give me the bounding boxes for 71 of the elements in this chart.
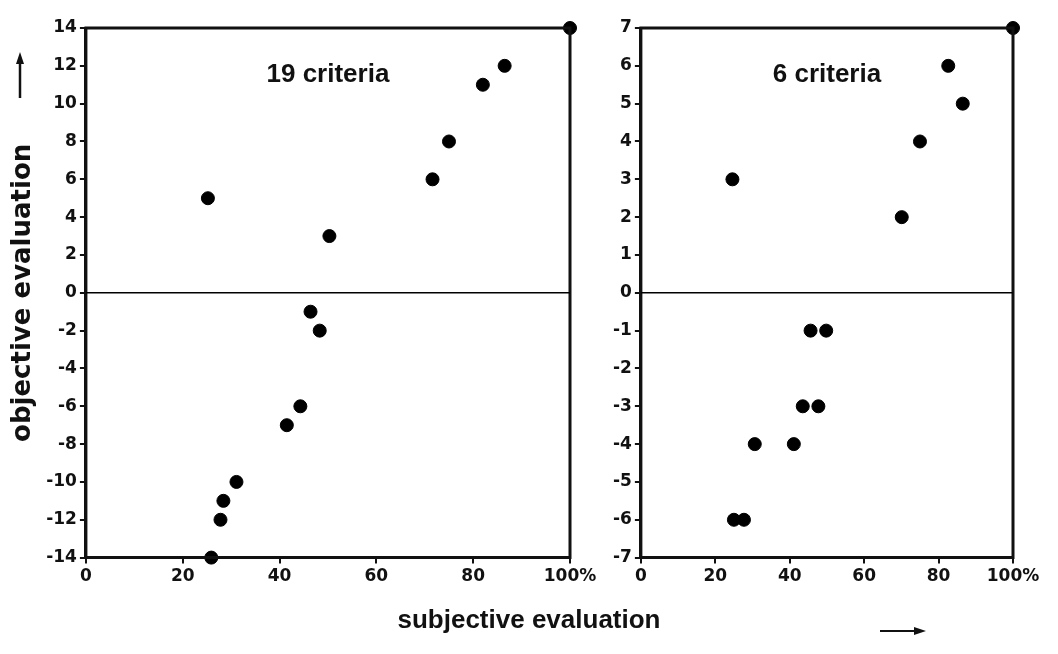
point: [303, 304, 318, 319]
y-tick-label: -4: [612, 432, 633, 453]
point: [200, 191, 215, 206]
y-tick-label: 6: [620, 54, 632, 75]
x-tick-label: 20: [703, 565, 728, 586]
y-tick-label: 3: [620, 167, 632, 188]
y-tick-label: 5: [620, 92, 632, 113]
x-tick-label: 80: [461, 565, 486, 586]
y-tick-label: -6: [58, 394, 77, 415]
point: [213, 512, 228, 527]
y-tick-label: -12: [46, 508, 77, 529]
point: [279, 418, 294, 433]
point: [725, 172, 740, 187]
point: [819, 323, 834, 338]
y-axis-title: objective evaluation: [6, 143, 37, 442]
x-tick-label: 0: [79, 565, 92, 586]
y-tick-label: -8: [58, 432, 77, 453]
y-tick-label: -3: [612, 394, 632, 415]
point: [441, 134, 456, 149]
y-tick-label: 14: [53, 16, 78, 37]
y-tick-label: -1: [612, 319, 632, 340]
point: [229, 474, 244, 489]
point: [786, 437, 801, 452]
y-tick-label: -10: [46, 470, 78, 491]
y-tick-label: 4: [620, 129, 633, 150]
y-tick-label: -14: [46, 546, 78, 567]
point: [216, 493, 231, 508]
x-tick-label: 0: [634, 565, 647, 586]
point: [912, 134, 927, 149]
x-tick-label: 20: [170, 565, 195, 586]
x-tick-label: 60: [364, 565, 389, 586]
y-tick-label: 0: [620, 281, 633, 302]
x-axis-title: subjective evaluation: [396, 604, 662, 635]
x-tick-label: 40: [777, 565, 802, 586]
point: [894, 210, 909, 225]
point: [322, 229, 337, 244]
y-tick-label: -4: [58, 356, 78, 377]
y-tick-label: -5: [612, 470, 632, 491]
point: [312, 323, 327, 338]
point: [425, 172, 440, 187]
y-tick-label: 1: [620, 243, 632, 264]
y-tick-label: 4: [65, 205, 78, 226]
point: [747, 437, 762, 452]
y-tick-label: 6: [65, 167, 77, 188]
x-tick-label: 80: [926, 565, 951, 586]
x-tick-label: 60: [852, 565, 877, 586]
y-tick-label: 10: [53, 92, 78, 113]
y-tick-label: 0: [65, 281, 78, 302]
point: [955, 96, 970, 111]
y-tick-label: -2: [612, 356, 632, 377]
y-tick-label: 7: [620, 16, 632, 37]
y-tick-label: 2: [65, 243, 77, 264]
point: [941, 58, 956, 73]
point: [803, 323, 818, 338]
x-tick-label: 40: [267, 565, 292, 586]
point: [475, 77, 490, 92]
y-tick-label: 8: [65, 129, 77, 150]
point: [795, 399, 810, 414]
y-tick-label: 2: [620, 205, 632, 226]
y-tick-label: 12: [53, 54, 77, 75]
point: [736, 512, 751, 527]
annotation: 19 criteria: [266, 58, 390, 89]
point: [293, 399, 308, 414]
point: [811, 399, 826, 414]
y-tick-label: -7: [612, 546, 632, 567]
point: [497, 58, 512, 73]
x-tick-label: 100%: [543, 565, 597, 586]
annotation: 6 criteria: [772, 58, 882, 89]
y-tick-label: -6: [612, 508, 632, 529]
y-tick-label: -2: [58, 319, 77, 340]
x-tick-label: 100%: [986, 565, 1040, 586]
